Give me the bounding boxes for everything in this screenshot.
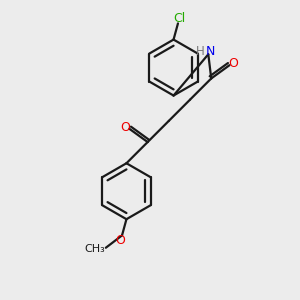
Text: O: O [116, 234, 125, 247]
Text: O: O [228, 57, 238, 70]
Text: N: N [206, 45, 215, 58]
Text: Cl: Cl [173, 12, 186, 25]
Text: CH₃: CH₃ [84, 244, 105, 254]
Text: H: H [196, 45, 204, 58]
Text: O: O [121, 121, 130, 134]
